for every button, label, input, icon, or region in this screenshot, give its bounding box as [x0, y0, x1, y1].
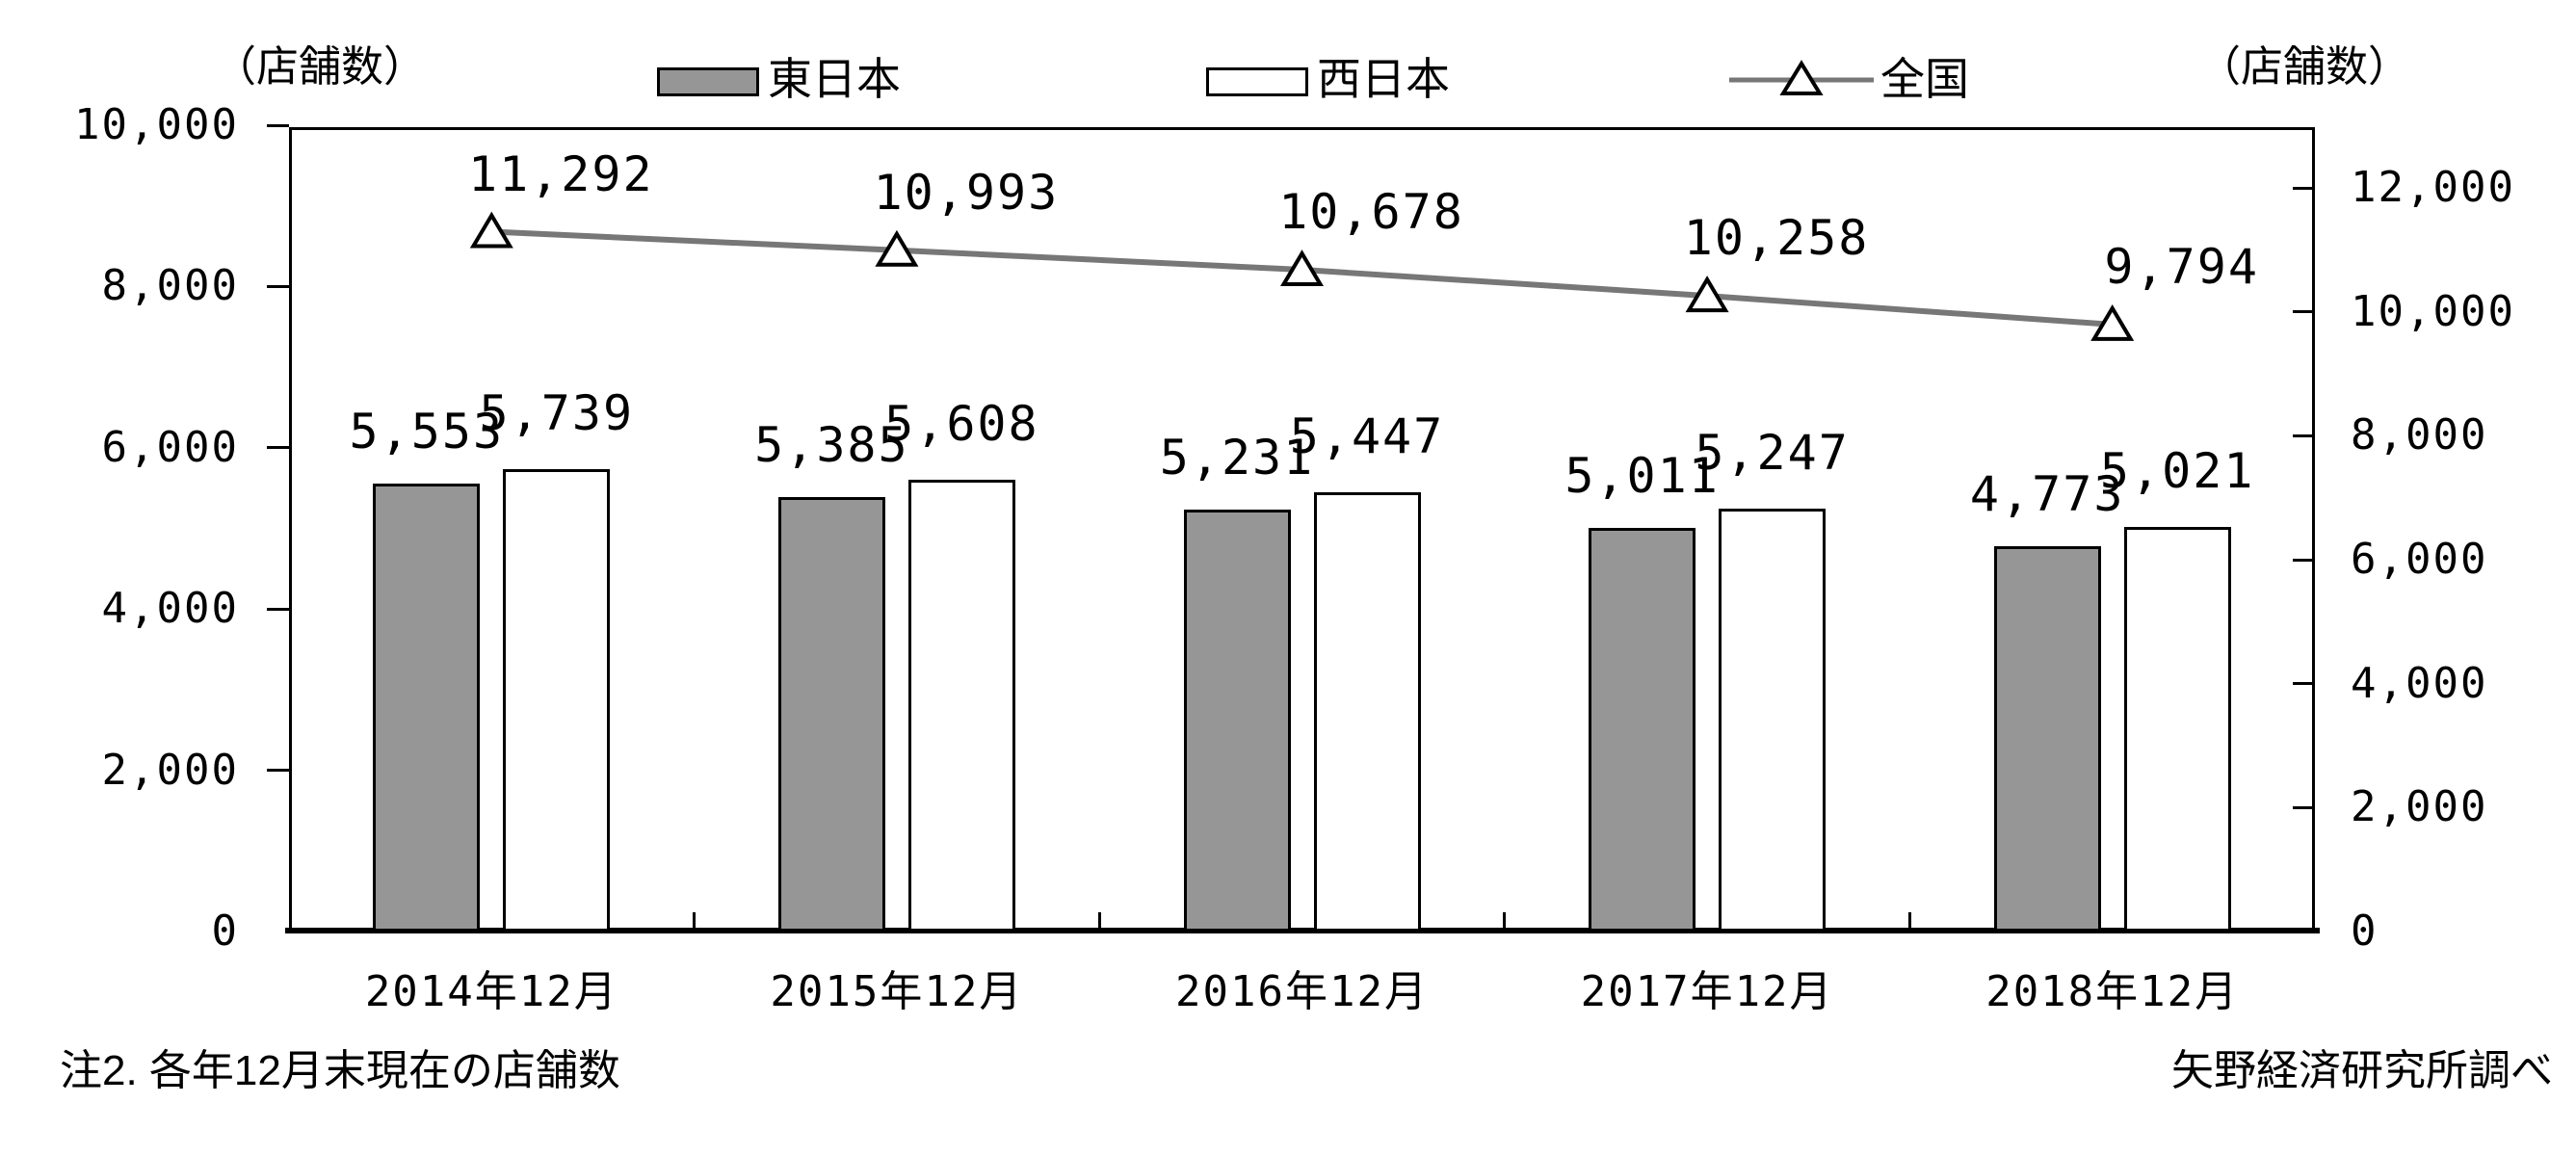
x-axis-boundary-tick-mark [1503, 912, 1507, 932]
bar-label-east-japan: 4,773 [1969, 466, 2125, 523]
y-axis-right-tick-label: 12,000 [2351, 163, 2515, 212]
legend-swatch-national-line-triangle-icon [1729, 60, 1874, 95]
bar-label-east-japan: 5,553 [349, 404, 505, 460]
legend-swatch-west-bar [1206, 67, 1308, 96]
y-axis-left-tick-label: 10,000 [74, 100, 239, 149]
bar-west-japan [1313, 492, 1421, 932]
y-axis-left-tick-label: 8,000 [101, 261, 239, 311]
y-axis-right-tick-label: 2,000 [2351, 782, 2488, 832]
x-axis-boundary-tick-mark [1097, 912, 1101, 932]
y-axis-left-tick-mark [267, 284, 289, 288]
y-axis-left-tick-mark [267, 123, 289, 127]
y-axis-left-tick-mark [267, 446, 289, 450]
y-axis-right-tick-mark [2293, 186, 2315, 190]
right-axis-unit-label: （店舗数） [2198, 43, 2410, 91]
national-line-data-label: 10,993 [873, 164, 1060, 221]
bar-east-japan [1993, 546, 2101, 932]
bar-east-japan [373, 484, 481, 932]
legend-label-east: 東日本 [768, 54, 901, 104]
bar-west-japan [2123, 526, 2231, 932]
bar-label-west-japan: 5,021 [2099, 442, 2255, 499]
national-line-data-label: 11,292 [467, 145, 654, 202]
y-axis-left-tick-mark [267, 769, 289, 773]
y-axis-left-tick-mark [267, 607, 289, 611]
bar-label-east-japan: 5,011 [1564, 447, 1720, 504]
bar-west-japan [503, 468, 611, 932]
x-axis-category-label: 2018年12月 [1985, 967, 2240, 1016]
bar-label-east-japan: 5,231 [1159, 430, 1315, 486]
national-line-data-label: 10,678 [1278, 184, 1464, 241]
bar-east-japan [777, 497, 885, 932]
bar-label-west-japan: 5,739 [479, 384, 635, 441]
y-axis-right-tick-mark [2293, 310, 2315, 314]
y-axis-right-tick-mark [2293, 682, 2315, 686]
y-axis-right-tick-label: 0 [2351, 906, 2379, 956]
y-axis-left-tick-label: 6,000 [101, 422, 239, 472]
x-axis-boundary-tick-mark [1907, 912, 1911, 932]
y-axis-right-tick-label: 4,000 [2351, 658, 2488, 708]
bar-east-japan [1183, 510, 1291, 932]
footnote-note2: 注2. 各年12月末現在の店舗数 [60, 1047, 620, 1094]
y-axis-left-tick-label: 2,000 [101, 745, 239, 795]
y-axis-left-tick-label: 4,000 [101, 584, 239, 634]
bar-label-west-japan: 5,247 [1695, 424, 1850, 481]
y-axis-left-tick-label: 0 [211, 906, 239, 956]
bar-west-japan [907, 479, 1015, 932]
y-axis-right-tick-mark [2293, 805, 2315, 809]
x-axis-boundary-tick-mark [693, 912, 697, 932]
national-line-data-label: 9,794 [2104, 238, 2259, 295]
left-axis-unit-label: （店舗数） [214, 43, 426, 91]
bar-label-west-japan: 5,447 [1289, 408, 1445, 465]
y-axis-right-tick-label: 8,000 [2351, 410, 2488, 460]
x-axis-category-label: 2014年12月 [364, 967, 618, 1016]
x-axis-line [285, 928, 2320, 933]
x-axis-category-label: 2016年12月 [1175, 967, 1429, 1016]
bar-label-west-japan: 5,608 [884, 395, 1039, 452]
bar-west-japan [1719, 508, 1827, 932]
y-axis-right-tick-label: 10,000 [2351, 286, 2515, 336]
bar-label-east-japan: 5,385 [754, 417, 909, 474]
bar-east-japan [1589, 527, 1696, 932]
legend-swatch-east-bar [657, 67, 759, 96]
national-line-data-label: 10,258 [1683, 210, 1870, 267]
x-axis-category-label: 2017年12月 [1580, 967, 1834, 1016]
x-axis-category-label: 2015年12月 [770, 967, 1024, 1016]
y-axis-right-tick-mark [2293, 434, 2315, 437]
legend-label-national: 全国 [1880, 54, 1969, 104]
y-axis-right-tick-mark [2293, 558, 2315, 562]
plot-area-frame [289, 127, 2315, 932]
y-axis-right-tick-label: 6,000 [2351, 535, 2488, 584]
footnote-source: 矢野経済研究所調べ [2171, 1047, 2553, 1094]
legend-label-west: 西日本 [1317, 54, 1450, 104]
